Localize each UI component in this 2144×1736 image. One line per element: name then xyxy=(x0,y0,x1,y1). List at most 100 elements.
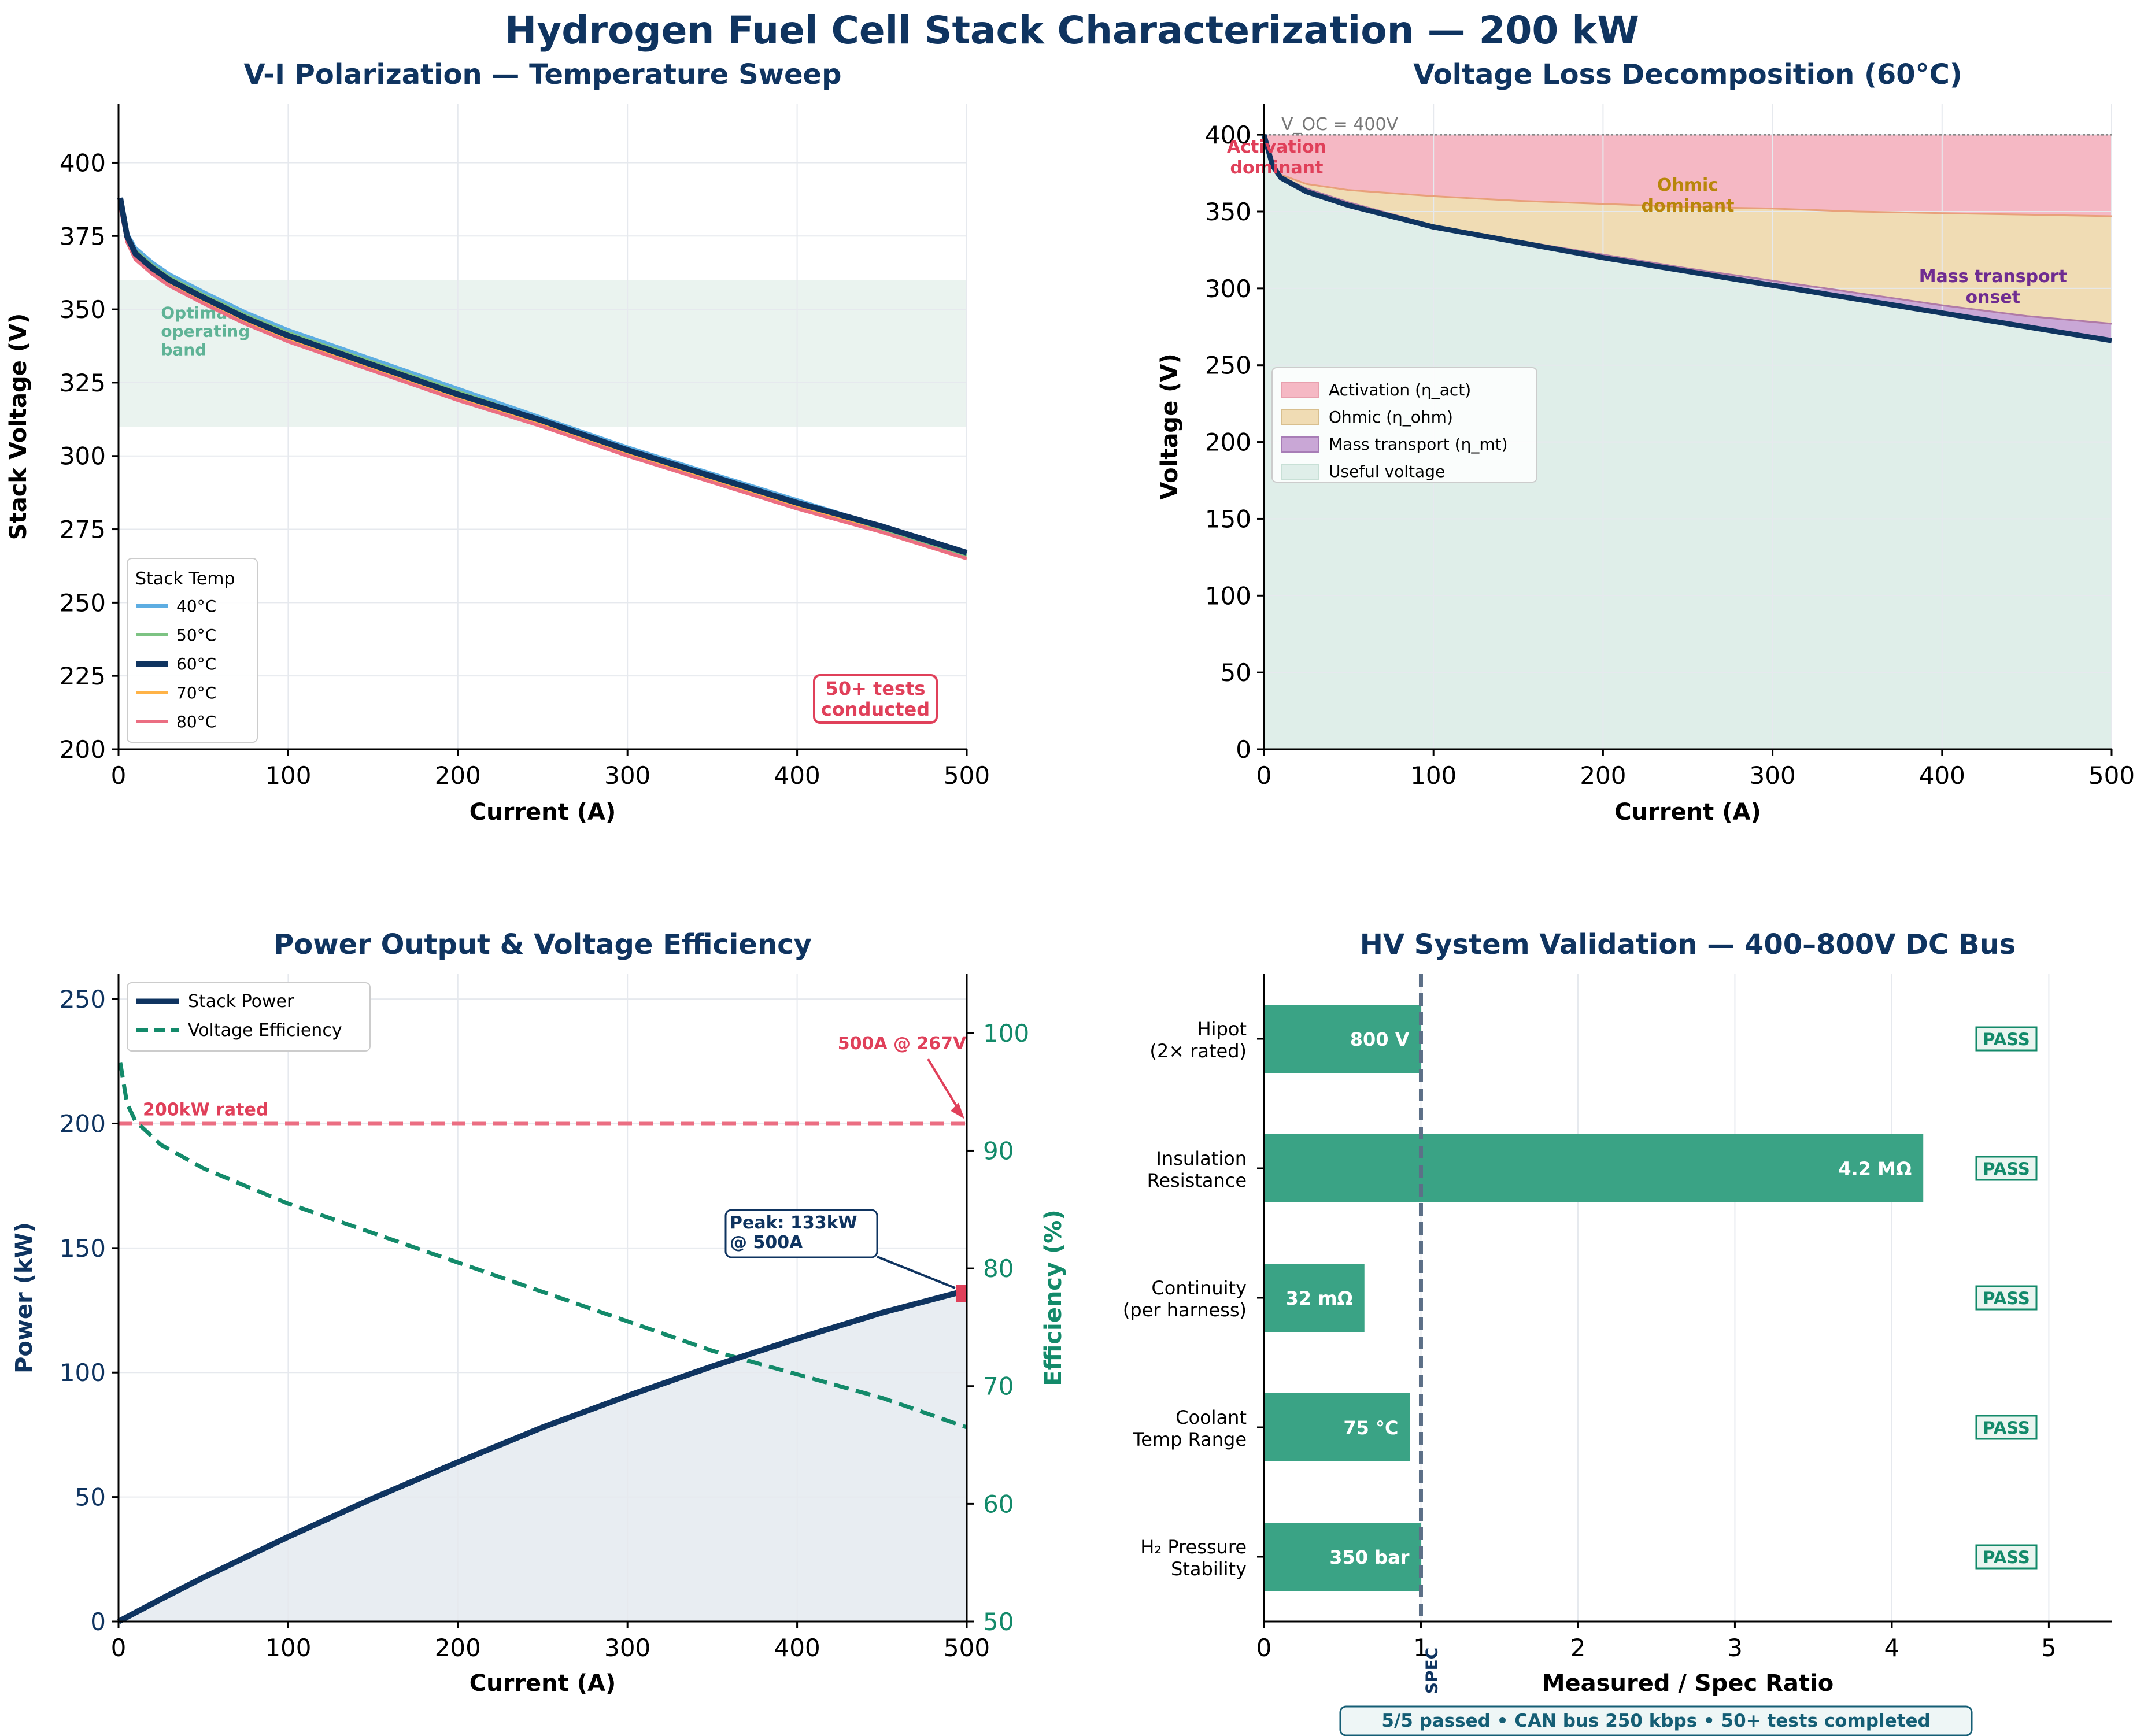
hv-tick-label-x: 0 xyxy=(1256,1634,1272,1662)
hv-category-label: Coolant xyxy=(1175,1406,1247,1428)
loss-tick-label-x: 300 xyxy=(1750,761,1796,790)
vi-series-line-80°C xyxy=(118,206,967,561)
power-rated-label: 200kW rated xyxy=(143,1100,268,1120)
hv-title: HV System Validation — 400–800V DC Bus xyxy=(1360,928,2016,961)
power-tick-label-x: 300 xyxy=(604,1634,650,1662)
vi-tick-label-y: 300 xyxy=(60,442,106,471)
power-tick-label-x: 200 xyxy=(435,1634,481,1662)
loss-legend-label: Useful voltage xyxy=(1329,462,1445,481)
loss-legend-label: Ohmic (η_ohm) xyxy=(1329,408,1453,427)
vi-tests-badge xyxy=(813,674,938,724)
vi-ylabel: Stack Voltage (V) xyxy=(5,313,32,540)
hv-bar xyxy=(1264,1264,1365,1332)
loss-legend-label: Mass transport (η_mt) xyxy=(1329,435,1508,454)
loss-xlabel: Current (A) xyxy=(1614,799,1761,826)
vi-legend-label: 60°C xyxy=(176,654,216,673)
vi-title: V-I Polarization — Temperature Sweep xyxy=(244,58,842,91)
hv-category-label: Hipot xyxy=(1197,1018,1247,1040)
hv-category-label: Continuity xyxy=(1151,1277,1247,1299)
power-peak-label: @ 500A xyxy=(730,1232,803,1253)
vi-legend-label: 50°C xyxy=(176,625,216,645)
loss-ohmic-area xyxy=(1264,135,2112,324)
hv-category-label: (per harness) xyxy=(1123,1299,1247,1321)
vi-tick-label-y: 200 xyxy=(60,735,106,764)
loss-tick-label-y: 350 xyxy=(1205,198,1251,226)
hv-footer-box xyxy=(1339,1705,1973,1736)
power-point-label: 500A @ 267V xyxy=(838,1034,967,1054)
hv-tick-label-x: 5 xyxy=(2041,1634,2057,1662)
hv-category-label: H₂ Pressure xyxy=(1140,1536,1247,1558)
hv-status-label: PASS xyxy=(1983,1418,2030,1438)
vi-xlabel: Current (A) xyxy=(470,799,616,826)
hv-status-badge xyxy=(1975,1544,2038,1570)
loss-legend-swatch xyxy=(1281,382,1319,398)
hv-spec-label: SPEC xyxy=(1422,1648,1441,1694)
loss-mass-label: onset xyxy=(1966,287,2021,308)
hv-status-label: PASS xyxy=(1983,1548,2030,1567)
hv-tick-label-x: 1 xyxy=(1413,1634,1429,1662)
hv-bar-value-label: 350 bar xyxy=(1329,1546,1409,1568)
hv-status-label: PASS xyxy=(1983,1030,2030,1049)
vi-legend-label: 40°C xyxy=(176,597,216,616)
power-ylabel: Power (kW) xyxy=(11,1222,38,1374)
hv-status-label: PASS xyxy=(1983,1289,2030,1308)
hv-status-badge xyxy=(1975,1415,2038,1440)
loss-tick-label-y: 200 xyxy=(1205,428,1251,457)
hv-xlabel: Measured / Spec Ratio xyxy=(1542,1670,1834,1697)
loss-tick-label-x: 400 xyxy=(1919,761,1965,790)
loss-tick-label-y: 0 xyxy=(1236,735,1251,764)
page-title: Hydrogen Fuel Cell Stack Characterizatio… xyxy=(504,8,1640,53)
power-peak-marker xyxy=(956,1285,967,1302)
loss-tick-label-x: 200 xyxy=(1580,761,1626,790)
vi-tick-label-y: 400 xyxy=(60,149,106,177)
vi-series-line-60°C xyxy=(117,197,968,556)
power-efficiency-line xyxy=(118,1062,968,1430)
vi-tick-label-y: 225 xyxy=(60,662,106,690)
loss-legend-label: Activation (η_act) xyxy=(1329,380,1471,399)
loss-legend-box xyxy=(1271,367,1537,483)
vi-tick-label-y: 325 xyxy=(60,369,106,397)
power-legend-label: Stack Power xyxy=(188,991,294,1012)
power-tick-label-y2: 100 xyxy=(983,1019,1029,1047)
power-tick-label-y: 0 xyxy=(90,1608,106,1636)
loss-tick-label-y: 250 xyxy=(1205,351,1251,380)
vi-optimal-band xyxy=(119,280,967,427)
loss-tick-label-y: 150 xyxy=(1205,505,1251,533)
hv-category-label: Insulation xyxy=(1156,1148,1247,1169)
vi-tick-label-x: 200 xyxy=(435,761,481,790)
loss-tick-label-x: 500 xyxy=(2088,761,2135,790)
loss-mass-label: Mass transport xyxy=(1919,266,2067,287)
power-tick-label-y: 150 xyxy=(60,1234,106,1263)
loss-tick-label-y: 50 xyxy=(1221,658,1251,687)
power-peak-arrow xyxy=(877,1256,956,1289)
power-tick-label-y2: 90 xyxy=(983,1137,1014,1165)
loss-voc-label: V_OC = 400V xyxy=(1281,114,1399,135)
power-tick-label-y: 250 xyxy=(60,985,106,1013)
loss-activation-label: dominant xyxy=(1230,158,1324,178)
vi-tick-label-x: 500 xyxy=(944,761,990,790)
loss-mass-area xyxy=(1264,135,2112,341)
vi-tick-label-y: 250 xyxy=(60,588,106,617)
vi-tests-badge-text: 50+ tests xyxy=(826,678,926,699)
power-tick-label-x: 400 xyxy=(774,1634,820,1662)
power-legend-label: Voltage Efficiency xyxy=(188,1020,342,1041)
power-title: Power Output & Voltage Efficiency xyxy=(273,928,812,961)
loss-title: Voltage Loss Decomposition (60°C) xyxy=(1413,58,1962,91)
power-tick-label-y: 50 xyxy=(75,1483,106,1512)
vi-tick-label-x: 100 xyxy=(265,761,311,790)
loss-legend-swatch xyxy=(1281,436,1319,453)
hv-category-label: Resistance xyxy=(1147,1169,1247,1191)
power-tick-label-x: 100 xyxy=(265,1634,311,1662)
loss-activation-area xyxy=(1264,135,2112,216)
power-tick-label-x: 500 xyxy=(944,1634,990,1662)
vi-legend-label: 70°C xyxy=(176,683,216,702)
hv-category-label: Stability xyxy=(1171,1558,1247,1580)
vi-legend-title: Stack Temp xyxy=(135,569,235,589)
power-tick-label-y2: 60 xyxy=(983,1490,1014,1518)
loss-activation-label: Activation xyxy=(1227,137,1326,157)
hv-footer-text: 5/5 passed • CAN bus 250 kbps • 50+ test… xyxy=(1381,1711,1930,1731)
loss-tick-label-y: 100 xyxy=(1205,582,1251,610)
hv-bar xyxy=(1264,1134,1924,1202)
vi-tick-label-y: 275 xyxy=(60,516,106,544)
